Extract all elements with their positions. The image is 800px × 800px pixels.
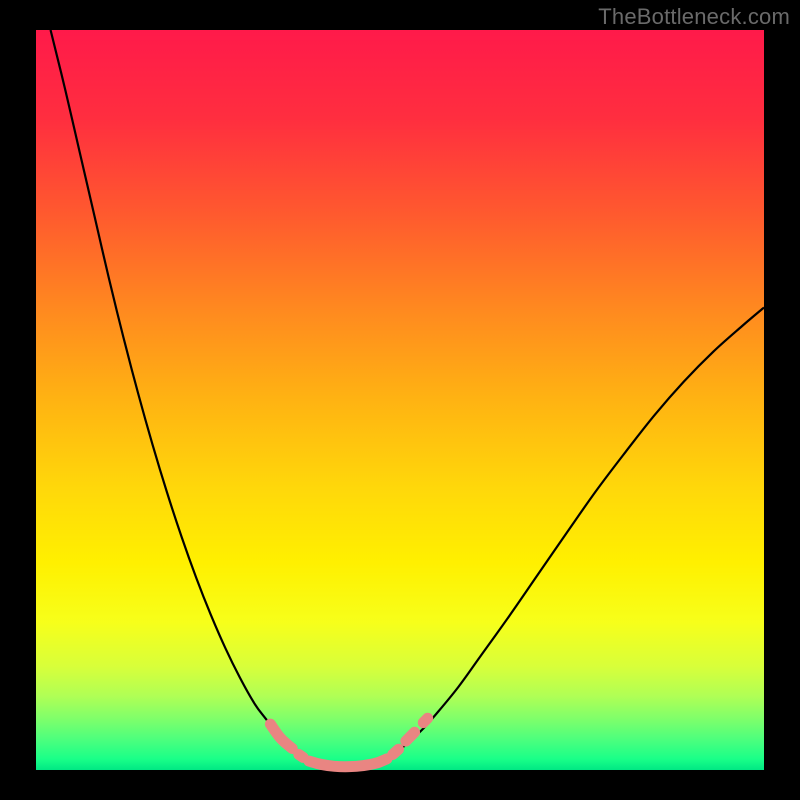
bottleneck-chart	[0, 0, 800, 800]
pink-overlay-right_upper_dot	[423, 718, 427, 722]
plot-background	[36, 30, 764, 770]
watermark-text: TheBottleneck.com	[598, 4, 790, 30]
pink-overlay-right_dot	[393, 749, 399, 754]
chart-svg	[0, 0, 800, 800]
pink-overlay-left_dot	[299, 754, 303, 757]
pink-overlay-right_dash	[406, 732, 415, 741]
